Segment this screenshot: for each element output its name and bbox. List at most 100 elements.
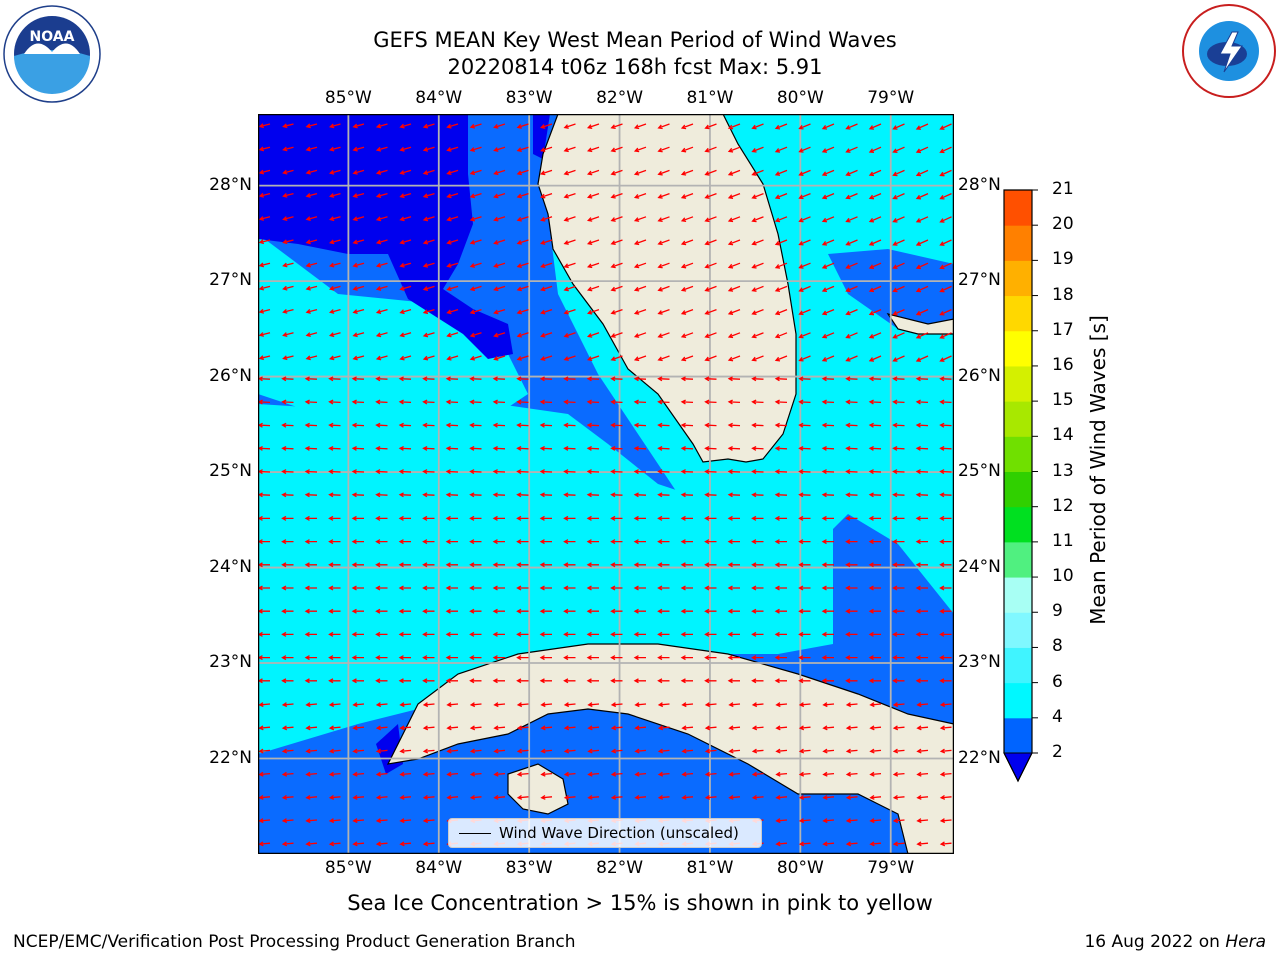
wind-wave-arrow	[586, 562, 599, 568]
wind-wave-arrow	[375, 308, 388, 315]
wind-wave-arrow	[375, 585, 388, 591]
wind-wave-arrow	[751, 469, 764, 475]
wind-wave-arrow	[399, 725, 412, 731]
wind-wave-arrow	[352, 355, 365, 361]
wind-wave-arrow	[492, 562, 505, 568]
wind-wave-arrow	[939, 492, 952, 498]
wind-wave-arrow	[892, 794, 905, 800]
wind-wave-arrow	[586, 678, 599, 684]
wind-wave-arrow	[328, 192, 341, 198]
wind-wave-arrow	[633, 492, 647, 498]
wind-wave-arrow	[727, 169, 741, 176]
wind-wave-arrow	[845, 818, 858, 824]
wind-wave-arrow	[399, 771, 412, 777]
wind-wave-arrow	[563, 146, 576, 153]
period-band-4-6-gulf	[258, 399, 833, 754]
wind-wave-arrow	[821, 422, 835, 428]
wind-wave-arrow	[845, 702, 858, 708]
wind-wave-arrow	[774, 655, 787, 661]
wind-wave-arrow	[775, 702, 788, 708]
wind-wave-arrow	[610, 585, 623, 591]
wind-wave-arrow	[445, 399, 459, 405]
wind-wave-arrow	[328, 308, 341, 314]
wind-wave-arrow	[469, 285, 482, 292]
wind-wave-arrow	[375, 562, 388, 568]
wind-wave-arrow	[939, 262, 952, 270]
wind-wave-arrow	[727, 585, 740, 591]
wind-wave-arrow	[704, 192, 717, 199]
wind-wave-arrow	[704, 771, 717, 777]
wind-wave-arrow	[540, 262, 553, 269]
wind-wave-arrow	[282, 332, 294, 337]
wind-wave-arrow	[351, 445, 365, 451]
wind-wave-arrow	[586, 655, 599, 661]
wind-wave-arrow	[305, 794, 318, 800]
wind-wave-arrow	[727, 631, 740, 637]
wind-wave-arrow	[610, 192, 623, 199]
wind-wave-arrow	[610, 678, 623, 684]
wind-wave-arrow	[798, 422, 811, 428]
wind-wave-arrow	[774, 678, 787, 684]
wind-wave-arrow	[915, 169, 929, 177]
wind-wave-arrow	[892, 585, 905, 591]
wind-wave-arrow	[774, 332, 788, 339]
wind-wave-arrow	[351, 376, 365, 382]
wind-wave-arrow	[328, 492, 341, 498]
wind-wave-arrow	[422, 818, 435, 824]
wind-wave-arrow	[539, 376, 553, 382]
wind-wave-arrow	[516, 355, 529, 361]
wind-wave-arrow	[586, 585, 599, 591]
wind-wave-arrow	[634, 748, 647, 754]
wind-wave-arrow	[845, 562, 858, 568]
wind-wave-arrow	[375, 262, 388, 268]
wind-wave-arrow	[845, 239, 858, 246]
wind-wave-arrow	[469, 631, 482, 637]
wind-wave-arrow	[751, 308, 764, 316]
wind-wave-arrow	[258, 169, 271, 175]
wind-wave-arrow	[352, 216, 365, 222]
wind-wave-arrow	[516, 285, 529, 292]
wind-wave-arrow	[798, 841, 811, 847]
wind-wave-arrow	[586, 355, 600, 361]
wind-wave-arrow	[868, 608, 881, 614]
wind-wave-arrow	[282, 192, 294, 198]
wind-wave-arrow	[469, 422, 482, 428]
wind-wave-arrow	[798, 399, 811, 405]
wind-wave-arrow	[728, 771, 741, 777]
wind-wave-arrow	[516, 308, 529, 315]
wind-wave-arrow	[774, 492, 788, 498]
wind-wave-arrow	[610, 332, 623, 338]
wind-wave-arrow	[469, 492, 482, 498]
wind-wave-arrow	[422, 794, 435, 800]
wind-wave-arrow	[633, 562, 646, 568]
wind-wave-arrow	[845, 285, 858, 293]
wind-wave-arrow	[657, 608, 670, 614]
wind-wave-arrow	[845, 771, 858, 777]
wind-wave-arrow	[680, 492, 694, 498]
wind-wave-arrow	[563, 285, 576, 292]
wind-wave-arrow	[469, 123, 482, 129]
wind-wave-arrow	[563, 422, 576, 428]
wind-wave-arrow	[869, 725, 882, 731]
wind-wave-arrow	[868, 469, 882, 475]
wind-wave-arrow	[704, 332, 717, 339]
wind-wave-arrow	[821, 146, 835, 153]
wind-wave-arrow	[516, 216, 529, 222]
wind-wave-arrows	[258, 123, 952, 847]
wind-wave-arrow	[798, 308, 811, 316]
wind-wave-arrow	[751, 725, 764, 731]
wind-wave-arrow	[352, 146, 365, 152]
wind-wave-arrow	[704, 445, 717, 451]
wind-wave-arrow	[304, 631, 317, 637]
wind-wave-arrow	[375, 631, 388, 637]
wind-wave-arrow	[304, 562, 317, 568]
wind-wave-arrow	[751, 631, 764, 637]
wind-wave-arrow	[281, 422, 294, 428]
wind-wave-arrow	[821, 678, 834, 684]
colorbar-segment	[1004, 295, 1032, 332]
wind-wave-arrow	[610, 376, 623, 382]
wind-wave-arrow	[516, 585, 529, 591]
wind-wave-arrow	[774, 445, 788, 451]
wind-wave-arrow	[798, 748, 811, 754]
wind-wave-arrow	[445, 445, 459, 451]
